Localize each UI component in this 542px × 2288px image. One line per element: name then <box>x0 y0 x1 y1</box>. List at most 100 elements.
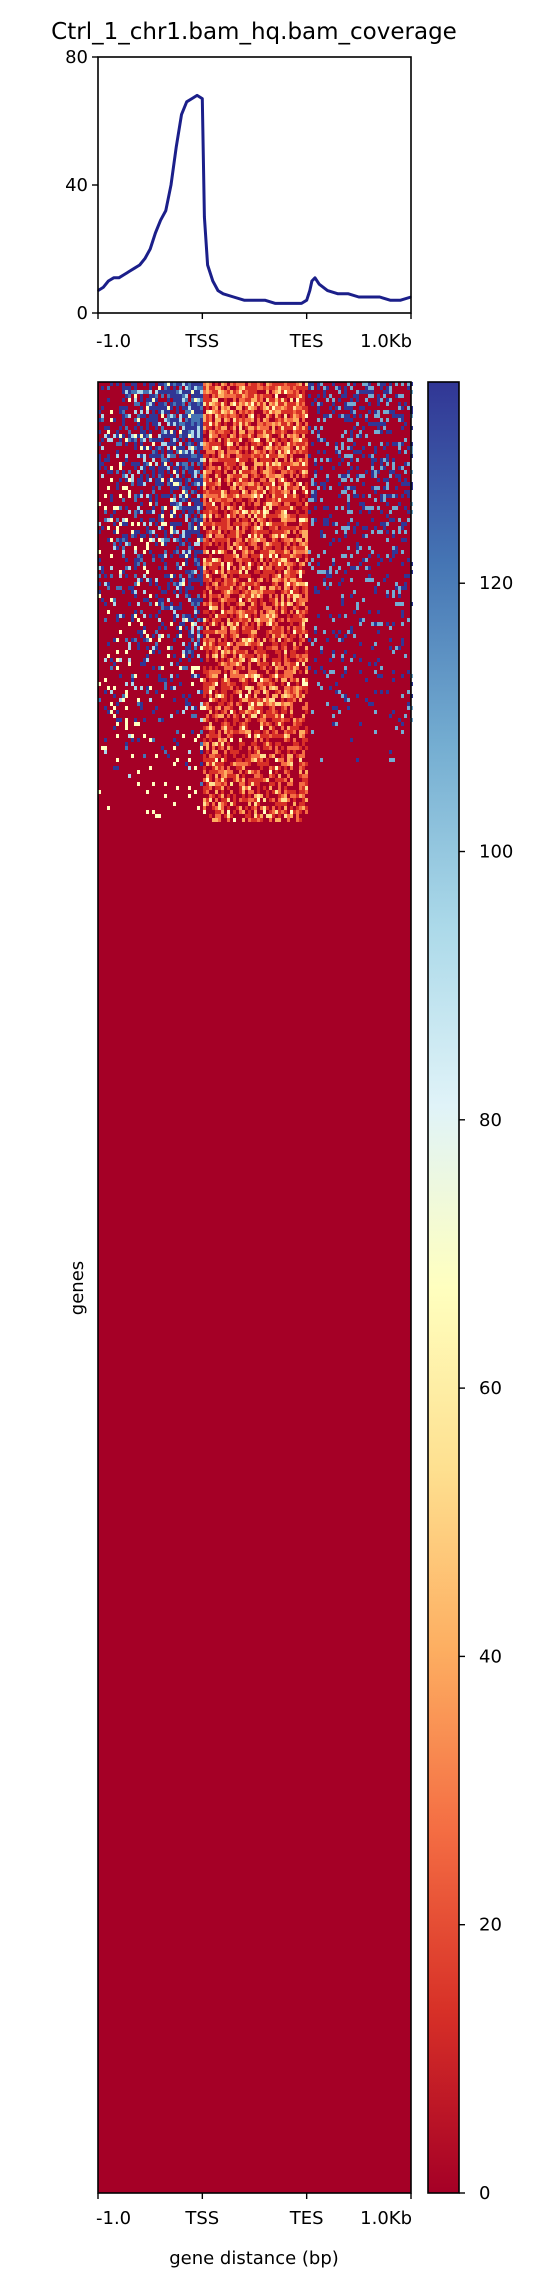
heatmap-cell <box>134 594 137 598</box>
heatmap-cell <box>215 690 218 694</box>
heatmap-cell <box>266 510 269 514</box>
heatmap-cell <box>263 678 266 682</box>
profile-point <box>295 302 298 305</box>
heatmap-cell <box>203 542 206 546</box>
heatmap-cell <box>116 434 119 438</box>
heatmap-cell <box>368 382 371 386</box>
heatmap-cell <box>284 586 287 590</box>
heatmap-cell <box>143 562 146 566</box>
heatmap-cell <box>260 578 263 582</box>
heatmap-cell <box>371 518 374 522</box>
heatmap-cell <box>194 458 197 462</box>
heatmap-cell <box>272 402 275 406</box>
heatmap-cell <box>296 722 299 726</box>
heatmap-cell <box>191 414 194 418</box>
heatmap-cell <box>239 506 242 510</box>
heatmap-cell <box>341 594 344 598</box>
heatmap-cell <box>245 598 248 602</box>
heatmap-cell <box>221 810 224 814</box>
heatmap-cell <box>314 670 317 674</box>
heatmap-cell <box>209 386 212 390</box>
heatmap-cell <box>389 714 392 718</box>
profile-point <box>112 277 115 279</box>
heatmap-cell <box>173 470 176 474</box>
heatmap-cell <box>218 770 221 774</box>
heatmap-cell <box>404 654 407 658</box>
heatmap-cell <box>224 778 227 782</box>
heatmap-cell <box>176 450 179 454</box>
heatmap-cell <box>287 482 290 486</box>
heatmap-cell <box>149 394 152 398</box>
heatmap-cell <box>134 574 137 578</box>
heatmap-cell <box>398 402 401 406</box>
heatmap-cell <box>287 486 290 490</box>
heatmap-cell <box>302 426 305 430</box>
heatmap-cell <box>272 646 275 650</box>
heatmap-cell <box>401 638 404 642</box>
heatmap-cell <box>179 682 182 686</box>
heatmap-cell <box>278 782 281 786</box>
heatmap-cell <box>302 562 305 566</box>
heatmap-cell <box>350 446 353 450</box>
heatmap-cell <box>266 694 269 698</box>
heatmap-cell <box>284 718 287 722</box>
heatmap-cell <box>134 426 137 430</box>
heatmap-cell <box>299 698 302 702</box>
heatmap-cell <box>182 554 185 558</box>
heatmap-cell <box>191 454 194 458</box>
heatmap-cell <box>257 758 260 762</box>
heatmap-cell <box>290 602 293 606</box>
heatmap-cell <box>272 686 275 690</box>
heatmap-cell <box>200 762 203 766</box>
heatmap-cell <box>152 438 155 442</box>
heatmap-cell <box>314 494 317 498</box>
heatmap-cell <box>341 394 344 398</box>
heatmap-cell <box>383 394 386 398</box>
heatmap-cell <box>236 634 239 638</box>
heatmap-cell <box>326 478 329 482</box>
heatmap-cell <box>305 690 308 694</box>
heatmap-cell <box>278 398 281 402</box>
heatmap-cell <box>218 526 221 530</box>
heatmap-cell <box>215 582 218 586</box>
heatmap-cell <box>191 442 194 446</box>
heatmap-cell <box>191 410 194 414</box>
heatmap-cell <box>299 774 302 778</box>
heatmap-cell <box>272 798 275 802</box>
heatmap-cell <box>224 410 227 414</box>
heatmap-cell <box>239 382 242 386</box>
heatmap-cell <box>323 670 326 674</box>
heatmap-cell <box>203 402 206 406</box>
heatmap-cell <box>167 406 170 410</box>
heatmap-cell <box>266 622 269 626</box>
heatmap-cell <box>221 650 224 654</box>
heatmap-cell <box>161 458 164 462</box>
heatmap-cell <box>272 382 275 386</box>
heatmap-cell <box>275 582 278 586</box>
heatmap-cell <box>209 586 212 590</box>
heatmap-cell <box>131 462 134 466</box>
heatmap-cell <box>116 470 119 474</box>
heatmap-cell <box>110 702 113 706</box>
heatmap-cell <box>164 466 167 470</box>
heatmap-cell <box>131 682 134 686</box>
heatmap-cell <box>257 642 260 646</box>
heatmap-cell <box>224 634 227 638</box>
heatmap-cell <box>341 554 344 558</box>
heatmap-cell <box>344 614 347 618</box>
heatmap-cell <box>314 426 317 430</box>
heatmap-cell <box>125 474 128 478</box>
heatmap-cell <box>161 450 164 454</box>
heatmap-cell <box>152 650 155 654</box>
heatmap-cell <box>260 402 263 406</box>
heatmap-cell <box>257 538 260 542</box>
heatmap-cell <box>239 574 242 578</box>
heatmap-cell <box>194 554 197 558</box>
heatmap-cell <box>203 646 206 650</box>
heatmap-cell <box>233 474 236 478</box>
heatmap-cell <box>179 394 182 398</box>
heatmap-cell <box>275 534 278 538</box>
heatmap-cell <box>278 690 281 694</box>
heatmap-cell <box>368 610 371 614</box>
heatmap-cell <box>281 386 284 390</box>
